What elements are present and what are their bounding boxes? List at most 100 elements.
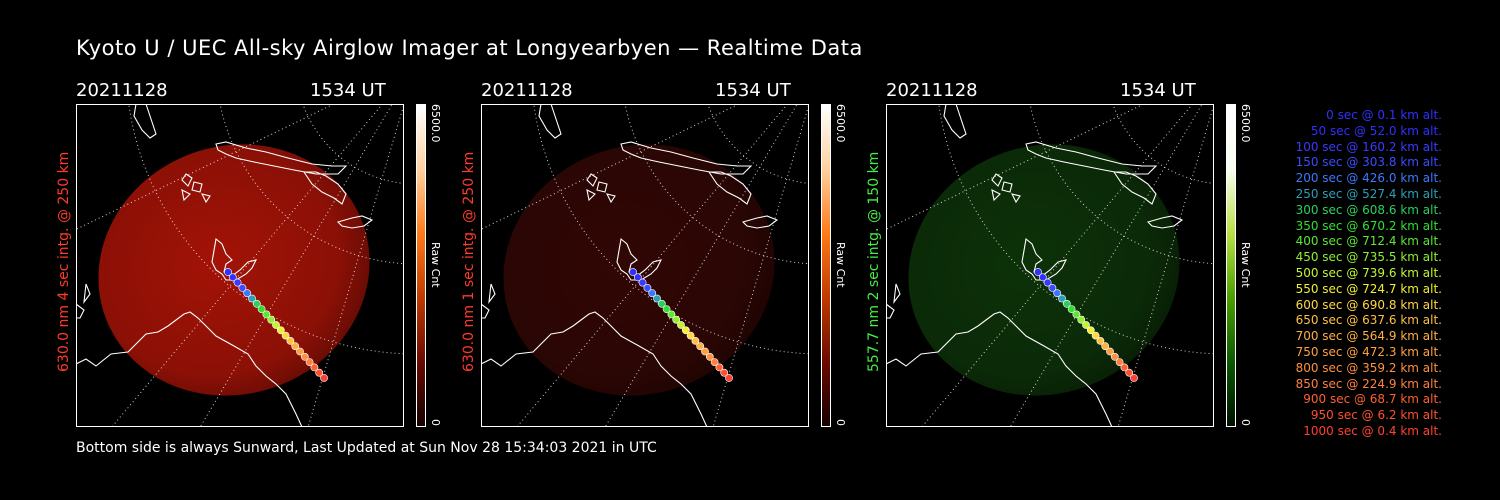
trajectory-point <box>1053 289 1062 298</box>
legend-row: 350 sec @ 670.2 km alt. <box>1295 218 1442 233</box>
trajectory-point <box>300 352 309 361</box>
trajectory-point <box>252 299 261 308</box>
trajectory-point <box>691 336 700 345</box>
trajectory-point <box>1072 310 1081 319</box>
trajectory-point <box>248 294 256 303</box>
legend-row: 400 sec @ 712.4 km alt. <box>1295 234 1442 249</box>
airglow-image <box>908 144 1180 396</box>
trajectory-point <box>1120 363 1129 372</box>
trajectory-point <box>667 310 676 319</box>
color-bar <box>1226 104 1236 427</box>
legend-row: 650 sec @ 637.6 km alt. <box>1295 313 1442 328</box>
trajectory-point <box>681 326 690 335</box>
panel-side-label: 630.0 nm 1 sec intg. @ 250 km <box>461 151 477 372</box>
panel-date: 20211128 <box>886 80 978 101</box>
panel-side-label: 557.7 nm 2 sec intg. @ 150 km <box>866 151 882 372</box>
trajectory-point <box>696 342 705 351</box>
trajectory-point <box>305 358 314 366</box>
legend-row: 500 sec @ 739.6 km alt. <box>1295 266 1442 280</box>
trajectory-point <box>1106 347 1114 356</box>
trajectory-point <box>1130 374 1138 382</box>
trajectory-point <box>1115 358 1124 366</box>
legend-row: 300 sec @ 608.6 km alt. <box>1295 202 1442 217</box>
trajectory-point <box>629 268 637 276</box>
trajectory-point <box>1034 268 1042 276</box>
trajectory-point <box>648 289 657 298</box>
panel-side-label: 630.0 nm 4 sec intg. @ 250 km <box>56 151 72 372</box>
color-bar-min-label: 0 <box>834 419 847 426</box>
trajectory-point <box>233 278 242 287</box>
trajectory-point <box>1067 305 1076 313</box>
legend-row: 50 sec @ 52.0 km alt. <box>1310 123 1442 138</box>
trajectory-point <box>638 278 647 287</box>
trajectory-point <box>653 294 661 303</box>
rocket-trajectory <box>629 268 733 382</box>
color-bar-min-label: 0 <box>429 419 442 426</box>
trajectory-point <box>1038 273 1047 282</box>
allsky-map <box>76 104 404 427</box>
trajectory-point <box>1043 278 1052 287</box>
trajectory-point <box>1058 294 1066 303</box>
trajectory-point <box>281 331 290 340</box>
trajectory-point <box>1086 326 1095 335</box>
trajectory-point <box>320 374 328 382</box>
trajectory-point <box>715 363 724 372</box>
legend-row: 1000 sec @ 0.4 km alt. <box>1303 424 1442 438</box>
color-bar <box>821 104 831 427</box>
trajectory-point <box>1110 352 1119 361</box>
allsky-map <box>481 104 809 427</box>
trajectory-point <box>662 305 671 313</box>
panel-date: 20211128 <box>481 80 573 101</box>
legend-row: 250 sec @ 527.4 km alt. <box>1295 187 1442 201</box>
footer-status: Bottom side is always Sunward, Last Upda… <box>76 440 657 456</box>
legend-row: 100 sec @ 160.2 km alt. <box>1295 139 1442 154</box>
legend-row: 0 sec @ 0.1 km alt. <box>1326 108 1442 122</box>
trajectory-point <box>262 310 271 319</box>
legend-row: 750 sec @ 472.3 km alt. <box>1295 345 1442 359</box>
color-bar-unit-label: Raw Cnt <box>429 242 442 288</box>
color-bar-min-label: 0 <box>1239 419 1252 426</box>
rocket-trajectory <box>1034 268 1138 382</box>
trajectory-point <box>286 336 295 345</box>
map-grid <box>886 104 1214 427</box>
trajectory-point <box>686 331 695 340</box>
map-frame <box>886 104 1214 427</box>
trajectory-point <box>1082 321 1090 329</box>
trajectory-point <box>1062 299 1071 308</box>
trajectory-point <box>701 347 709 356</box>
color-bar-unit-label: Raw Cnt <box>834 242 847 288</box>
allsky-map <box>886 104 1214 427</box>
trajectory-point <box>677 321 685 329</box>
color-bar <box>416 104 426 427</box>
trajectory-point <box>257 305 266 313</box>
legend-row: 850 sec @ 224.9 km alt. <box>1295 376 1442 391</box>
trajectory-point <box>1077 315 1086 324</box>
panel-time: 1534 UT <box>310 80 386 101</box>
trajectory-point <box>672 315 681 324</box>
trajectory-point <box>267 315 276 324</box>
trajectory-point <box>296 347 304 356</box>
panel-date: 20211128 <box>76 80 168 101</box>
trajectory-point <box>1048 283 1057 292</box>
map-frame <box>76 104 404 427</box>
airglow-image <box>503 144 775 396</box>
color-bar-max-label: 6500.0 <box>834 104 847 143</box>
trajectory-point <box>1091 331 1100 340</box>
trajectory-point <box>1125 368 1134 377</box>
legend-row: 450 sec @ 735.5 km alt. <box>1295 250 1442 265</box>
color-bar-max-label: 6500.0 <box>1239 104 1252 143</box>
coastlines <box>886 104 1184 427</box>
trajectory-point <box>315 368 324 377</box>
panel-time: 1534 UT <box>1120 80 1196 101</box>
trajectory-point <box>1101 342 1110 351</box>
legend-row: 550 sec @ 724.7 km alt. <box>1295 281 1442 296</box>
trajectory-point <box>291 342 300 351</box>
trajectory-point <box>224 268 232 276</box>
trajectory-point <box>238 283 247 292</box>
page-title: Kyoto U / UEC All-sky Airglow Imager at … <box>76 36 863 60</box>
trajectory-point <box>272 321 280 329</box>
trajectory-point <box>310 363 319 372</box>
trajectory-point <box>243 289 252 298</box>
legend-row: 950 sec @ 6.2 km alt. <box>1310 408 1442 423</box>
panel-time: 1534 UT <box>715 80 791 101</box>
